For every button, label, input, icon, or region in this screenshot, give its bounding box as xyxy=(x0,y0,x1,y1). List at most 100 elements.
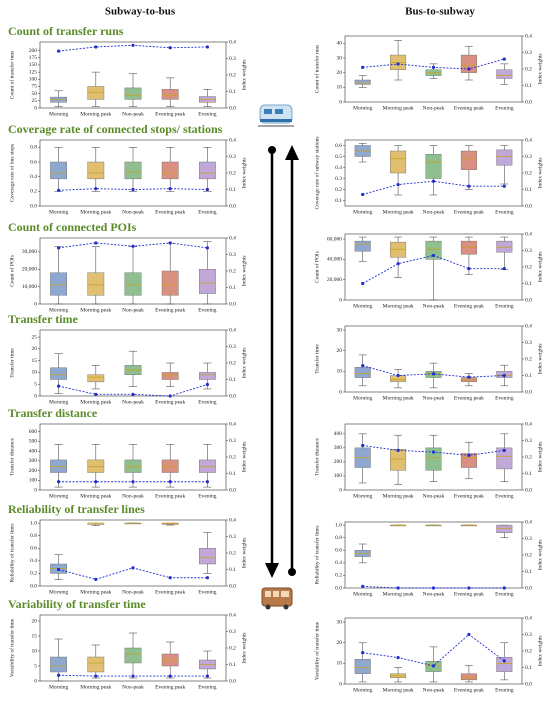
y-tick-label: 15 xyxy=(32,358,38,364)
box xyxy=(390,667,407,683)
y2-tick-label: 0.1 xyxy=(229,89,236,95)
y2-tick-label: 0.1 xyxy=(525,471,532,477)
panel-title: Variability of transfer time xyxy=(8,597,146,611)
weight-point xyxy=(467,586,471,590)
y-tick-label: 20,000 xyxy=(22,267,37,273)
y-tick-label: 30 xyxy=(337,619,343,625)
y2-tick-label: 0.3 xyxy=(229,438,236,444)
x-tick-label: Evening xyxy=(495,209,514,215)
box-body xyxy=(425,154,442,179)
box xyxy=(199,444,216,488)
y2-tick-label: 0.3 xyxy=(525,632,532,638)
y2-tick-label: 0.2 xyxy=(525,454,532,460)
box xyxy=(354,143,371,163)
y-tick-label: 0.6 xyxy=(335,548,342,554)
y-tick-label: 0 xyxy=(34,678,37,684)
y-tick-label: 0 xyxy=(339,487,342,493)
box xyxy=(496,524,513,539)
y2-tick-label: 0.2 xyxy=(525,170,532,176)
x-tick-label: Evening xyxy=(198,493,217,499)
y2-tick-label: 0.4 xyxy=(525,137,532,143)
y-tick-label: 0.8 xyxy=(335,535,342,541)
box-body xyxy=(390,449,407,471)
y2-tick-label: 0.2 xyxy=(525,264,532,270)
box-body xyxy=(496,524,513,533)
x-tick-label: Evening peak xyxy=(454,303,484,309)
box-body xyxy=(124,161,142,180)
panel-title: Transfer distance xyxy=(8,406,98,420)
y2-tick-label: 0.0 xyxy=(229,678,236,684)
weight-point xyxy=(396,373,400,378)
y-tick-label: 0.3 xyxy=(335,176,342,182)
y-tick-label: 0 xyxy=(34,393,37,399)
weight-point xyxy=(431,372,436,376)
y2-tick-label: 0.1 xyxy=(229,567,236,573)
y-axis-label: Count of POIs xyxy=(8,255,15,287)
box xyxy=(496,642,513,681)
y2-tick-label: 0.0 xyxy=(229,487,236,493)
box xyxy=(87,365,105,390)
box-body xyxy=(460,673,477,681)
box-body xyxy=(199,161,216,180)
x-tick-label: Evening peak xyxy=(155,111,185,117)
box xyxy=(460,665,477,683)
y2-axis-label: Index weights xyxy=(241,441,247,472)
y-axis-label: Variability of transfer time xyxy=(313,621,320,680)
weight-point xyxy=(205,187,209,192)
y-tick-label: 25 xyxy=(32,98,38,104)
box-body xyxy=(124,87,142,100)
weight-point xyxy=(94,45,98,49)
y2-axis-label: Index weights xyxy=(537,157,543,188)
weight-point xyxy=(502,373,506,378)
y2-axis-label: Index weights xyxy=(537,441,543,472)
weight-line xyxy=(362,365,505,378)
weight-point xyxy=(431,586,436,590)
weight-point xyxy=(431,664,436,668)
y-tick-label: 0.6 xyxy=(30,159,37,165)
weight-point xyxy=(361,65,365,69)
panel-title: Count of transfer runs xyxy=(8,24,124,38)
x-tick-label: Non-peak xyxy=(122,111,144,117)
box-body xyxy=(50,367,67,380)
y-axis-label: Coverage rate of bus stops xyxy=(8,144,15,202)
y2-tick-label: 0.0 xyxy=(525,681,532,687)
box-body xyxy=(354,659,371,674)
y2-tick-label: 0.2 xyxy=(229,170,236,176)
y-tick-label: 10 xyxy=(337,661,343,667)
bus-icon xyxy=(261,587,293,610)
x-tick-label: Evening peak xyxy=(454,591,484,597)
x-tick-label: Evening xyxy=(495,493,514,499)
weight-point xyxy=(205,576,209,580)
weight-point xyxy=(168,576,172,580)
y2-axis-label: Index weights xyxy=(537,635,543,666)
y2-tick-label: 0.4 xyxy=(229,137,236,143)
box xyxy=(124,522,142,525)
x-tick-label: Morning xyxy=(49,493,69,499)
y-tick-label: 0.2 xyxy=(30,189,37,195)
x-tick-label: Evening peak xyxy=(454,493,484,499)
y-tick-label: 0.4 xyxy=(30,558,37,564)
weight-point xyxy=(467,453,471,457)
x-tick-label: Evening peak xyxy=(454,209,484,215)
x-tick-label: Evening peak xyxy=(155,493,185,499)
y2-tick-label: 0.4 xyxy=(229,39,236,45)
y-tick-label: 400 xyxy=(29,448,38,454)
x-tick-label: Non-peak xyxy=(423,105,445,111)
y-tick-label: 0.1 xyxy=(335,198,342,204)
box xyxy=(390,524,407,527)
box xyxy=(87,71,105,107)
y2-tick-label: 0.3 xyxy=(229,344,236,350)
y-tick-label: 10,000 xyxy=(22,284,37,290)
x-tick-label: Non-peak xyxy=(122,307,144,313)
x-tick-label: Morning peak xyxy=(383,591,414,597)
box xyxy=(425,362,442,389)
y-tick-label: 100 xyxy=(29,478,38,484)
y-tick-label: 0 xyxy=(34,301,37,307)
x-tick-label: Morning xyxy=(353,209,373,215)
box xyxy=(87,147,105,192)
panel-title: Coverage rate of connected stops/ statio… xyxy=(8,122,223,136)
box xyxy=(161,242,179,305)
y2-tick-label: 0.4 xyxy=(525,421,532,427)
y-tick-label: 30,000 xyxy=(22,249,37,255)
